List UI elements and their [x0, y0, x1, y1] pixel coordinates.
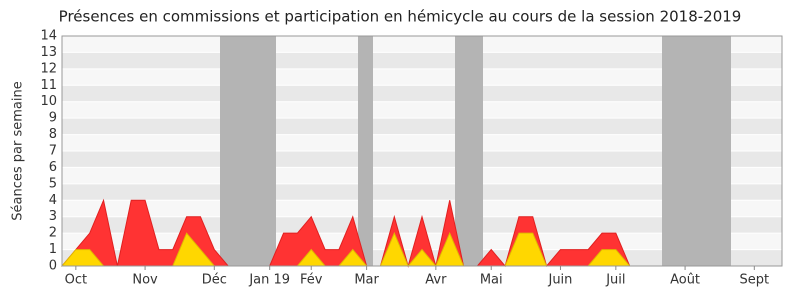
x-tick-label: Jan 19	[248, 273, 290, 288]
vacation-bands	[220, 36, 731, 266]
y-tick-label: 8	[49, 127, 57, 142]
plot-border	[61, 35, 783, 267]
y-tick-label: 12	[40, 61, 57, 76]
y-tick-label: 14	[40, 29, 57, 44]
x-tick-label: Déc	[202, 273, 227, 288]
y-tick-label: 9	[49, 111, 57, 126]
vacation-band	[358, 36, 373, 266]
x-tick-label: Sept	[740, 273, 770, 288]
x-tick-label: Mai	[480, 273, 503, 288]
vacation-band	[220, 36, 276, 266]
y-tick-label: 7	[49, 144, 57, 159]
x-tick-label: Fév	[300, 273, 323, 288]
x-tick-label: Juil	[605, 273, 625, 288]
x-tick-label: Avr	[425, 273, 447, 288]
vacation-band	[455, 36, 483, 266]
x-tick-label: Juin	[547, 273, 572, 288]
y-axis-label: Séances par semaine	[11, 81, 26, 220]
vacation-band	[662, 36, 731, 266]
x-tick-label: Nov	[132, 273, 158, 288]
y-tick-label: 11	[40, 78, 57, 93]
y-tick-label: 6	[49, 160, 57, 175]
y-tick-label: 1	[49, 242, 57, 257]
y-tick-label: 2	[49, 226, 57, 241]
x-tick-label: Oct	[65, 273, 87, 288]
y-tick-label: 5	[49, 176, 57, 191]
y-tick-label: 13	[40, 45, 57, 60]
x-tick-label: Mar	[354, 273, 379, 288]
y-tick-label: 3	[49, 209, 57, 224]
y-tick-label: 4	[49, 193, 57, 208]
y-tick-label: 0	[49, 259, 57, 274]
x-tick-label: Août	[670, 273, 700, 288]
y-tick-label: 10	[40, 94, 57, 109]
chart-title: Présences en commissions et participatio…	[59, 8, 742, 26]
